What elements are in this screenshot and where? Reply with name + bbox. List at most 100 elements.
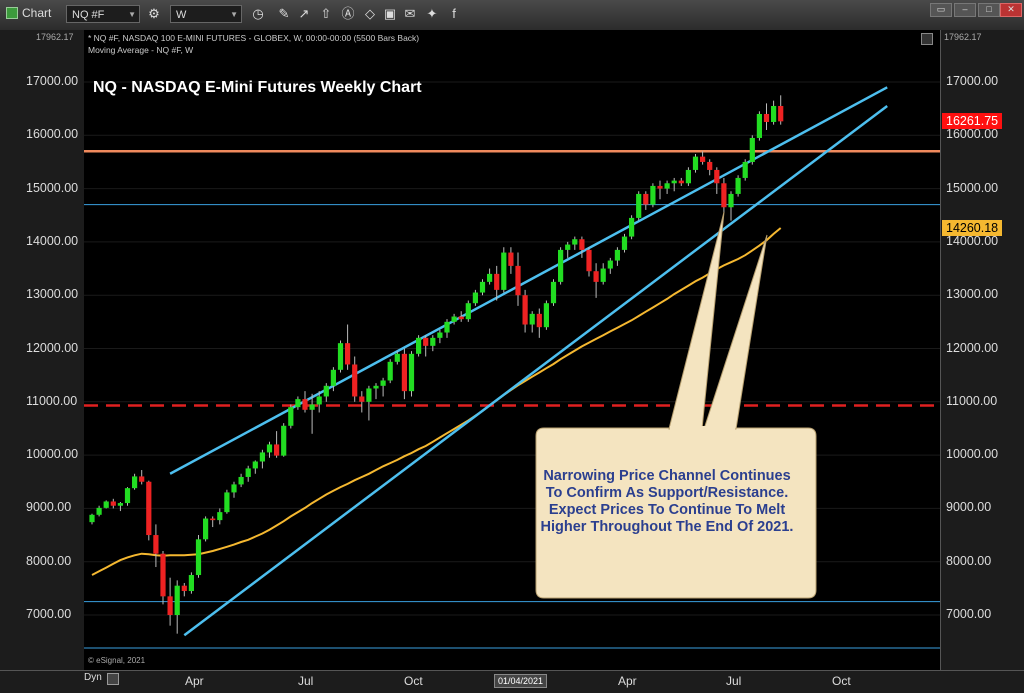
left-axis-tick-label: 10000.00	[26, 447, 79, 462]
left-axis-tick-label: 14000.00	[26, 233, 79, 248]
candle-body	[167, 596, 173, 615]
email-icon[interactable]: ✉	[404, 6, 416, 21]
eraser-icon[interactable]: ◇	[365, 6, 375, 21]
chart-header-study: Moving Average - NQ #F, W	[88, 45, 194, 55]
candle-body	[231, 484, 237, 493]
candle-body	[337, 343, 344, 370]
candle-body	[416, 337, 422, 354]
candle-body	[146, 481, 152, 536]
candle-body	[749, 137, 755, 162]
candle-body	[487, 273, 493, 282]
candle-body	[181, 585, 187, 592]
candle-body	[536, 313, 542, 328]
app-label: Chart	[22, 6, 52, 20]
left-axis-tick-label: 11000.00	[26, 393, 78, 408]
image-icon[interactable]: ▣	[383, 6, 397, 21]
candle-body	[401, 353, 407, 392]
candle-body	[174, 585, 180, 615]
arrow-up-icon[interactable]: ⇧	[320, 6, 332, 21]
candle-body	[558, 249, 564, 282]
dyn-toggle-icon[interactable]	[107, 673, 119, 685]
right-axis-tick-label: 12000.00	[946, 340, 999, 355]
candle-body	[763, 113, 770, 122]
chevron-down-icon: ▼	[128, 10, 136, 19]
left-axis-tick-label: 17000.00	[26, 74, 79, 88]
candle-body	[132, 476, 138, 489]
facebook-icon[interactable]: f	[452, 6, 456, 21]
candle-body	[210, 518, 216, 521]
candle-body	[572, 239, 578, 245]
maximize-button[interactable]: □	[978, 3, 1000, 17]
candle-body	[692, 156, 699, 170]
left-axis-tick-label: 12000.00	[26, 340, 79, 355]
time-axis-tick-label: Jul	[726, 674, 742, 688]
left-axis-tick-label: 9000.00	[26, 500, 72, 515]
dyn-label[interactable]: Dyn	[84, 672, 102, 683]
right-axis-tick-label: 15000.00	[946, 180, 999, 195]
time-axis-tick-label: Jul	[298, 674, 314, 688]
right-axis-tick-label: 11000.00	[946, 393, 998, 408]
interval-select[interactable]: W ▼	[170, 5, 242, 23]
expand-chart-button[interactable]	[921, 33, 933, 45]
toolbar: Chart NQ #F ▼ ⚙ W ▼ ◷ ✎ ↗ ⇧ Ⓐ ◇ ▣ ✉ ✦ f …	[0, 0, 1024, 31]
candle-body	[96, 507, 102, 515]
channel-trendline	[169, 86, 888, 475]
candle-body	[117, 503, 123, 506]
candle-body	[195, 539, 202, 576]
candle-body	[110, 501, 116, 506]
candle-body	[778, 105, 784, 122]
candle-body	[529, 313, 535, 325]
candle-body	[252, 461, 258, 469]
candle-body	[288, 407, 294, 426]
candle-body	[742, 161, 748, 178]
candle-body	[501, 252, 507, 290]
candle-body	[458, 316, 464, 320]
candle-body	[565, 244, 571, 250]
annotation-text: Narrowing Price Channel Continues To Con…	[540, 468, 794, 535]
close-button[interactable]: ✕	[1000, 3, 1022, 17]
candle-body	[600, 268, 606, 282]
time-axis-tick-label: Oct	[404, 674, 423, 688]
last-price-tag: 16261.75	[942, 113, 1003, 130]
right-axis-tick-label: 17000.00	[946, 74, 999, 88]
annotation-callout	[535, 427, 817, 599]
candle-body	[330, 369, 336, 386]
moving-average-line	[91, 227, 782, 576]
right-axis-tick-label: 7000.00	[946, 607, 992, 621]
candle-body	[614, 249, 620, 261]
candle-body	[430, 337, 436, 346]
candle-body	[437, 332, 443, 338]
candle-body	[621, 236, 628, 250]
ma-value-tag: 14260.18	[942, 220, 1003, 237]
text-icon[interactable]: Ⓐ	[341, 6, 355, 21]
candle-body	[316, 396, 322, 405]
candle-body	[394, 353, 400, 362]
left-axis-tick-label: 13000.00	[26, 287, 79, 302]
chart-plot-area[interactable]	[84, 30, 940, 670]
left-price-axis[interactable]	[0, 30, 85, 670]
left-axis-tick-label: 15000.00	[26, 180, 79, 195]
candle-body	[103, 501, 109, 508]
candle-body	[522, 295, 528, 325]
right-price-axis[interactable]	[940, 30, 1024, 670]
candle-body	[643, 193, 649, 205]
chart-app-icon	[6, 7, 18, 19]
candle-body	[345, 343, 351, 365]
left-top-value: 17962.17	[36, 32, 74, 42]
candle-body	[579, 239, 585, 250]
pencil-icon[interactable]: ✎	[278, 6, 290, 21]
restore-button[interactable]: ▭	[930, 3, 952, 17]
clock-icon[interactable]: ◷	[252, 6, 264, 21]
candle-body	[238, 476, 244, 485]
price-chart	[84, 81, 940, 649]
settings-gear-icon[interactable]: ⚙	[148, 6, 160, 21]
twitter-icon[interactable]: ✦	[426, 6, 438, 21]
right-axis-tick-label: 10000.00	[946, 447, 999, 462]
trend-icon[interactable]: ↗	[298, 6, 310, 21]
chart-title: NQ - NASDAQ E-Mini Futures Weekly Chart	[93, 79, 422, 96]
symbol-input[interactable]: NQ #F ▼	[66, 5, 140, 23]
candle-body	[366, 388, 372, 402]
candle-body	[657, 185, 663, 189]
minimize-button[interactable]: –	[954, 3, 976, 17]
